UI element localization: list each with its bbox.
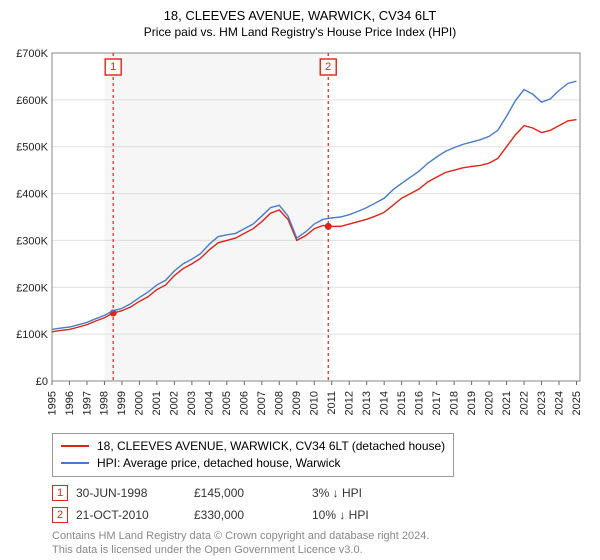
sale-row: 1 30-JUN-1998 £145,000 3% ↓ HPI: [52, 485, 590, 501]
svg-text:£700K: £700K: [16, 48, 48, 60]
legend-label-hpi: HPI: Average price, detached house, Warw…: [97, 455, 340, 472]
svg-text:2015: 2015: [396, 391, 408, 415]
svg-text:2016: 2016: [413, 391, 425, 415]
footer-line1: Contains HM Land Registry data © Crown c…: [52, 529, 590, 544]
legend-swatch-hpi: [61, 462, 89, 464]
legend-swatch-property: [61, 445, 89, 447]
svg-text:2002: 2002: [169, 391, 181, 415]
sale-marker-box: 2: [52, 507, 68, 523]
svg-text:1: 1: [110, 61, 116, 73]
legend-item-property: 18, CLEEVES AVENUE, WARWICK, CV34 6LT (d…: [61, 438, 445, 455]
svg-text:2003: 2003: [186, 391, 198, 415]
svg-text:£0: £0: [36, 376, 48, 388]
svg-text:2010: 2010: [309, 391, 321, 415]
svg-text:2024: 2024: [553, 391, 565, 415]
page-subtitle: Price paid vs. HM Land Registry's House …: [10, 25, 590, 39]
svg-text:2008: 2008: [274, 391, 286, 415]
svg-text:2017: 2017: [431, 391, 443, 415]
svg-text:£200K: £200K: [16, 282, 48, 294]
svg-text:2023: 2023: [536, 391, 548, 415]
price-chart: £0 £100K £200K £300K £400K £500K £600K £700K 199…: [10, 47, 590, 427]
page-title: 18, CLEEVES AVENUE, WARWICK, CV34 6LT: [10, 8, 590, 23]
sale-price: £145,000: [194, 486, 304, 500]
svg-text:1997: 1997: [81, 391, 93, 415]
chart-svg: £0 £100K £200K £300K £400K £500K £600K £700K 199…: [10, 47, 590, 427]
footer-line2: This data is licensed under the Open Gov…: [52, 543, 590, 558]
svg-text:1996: 1996: [64, 391, 76, 415]
svg-text:2019: 2019: [466, 391, 478, 415]
svg-text:2001: 2001: [151, 391, 163, 415]
sales-table: 1 30-JUN-1998 £145,000 3% ↓ HPI 2 21-OCT-2010…: [52, 485, 590, 523]
svg-text:2007: 2007: [256, 391, 268, 415]
svg-text:2012: 2012: [344, 391, 356, 415]
sale-price: £330,000: [194, 508, 304, 522]
legend: 18, CLEEVES AVENUE, WARWICK, CV34 6LT (d…: [52, 433, 590, 477]
svg-text:£100K: £100K: [16, 329, 48, 341]
svg-text:2: 2: [325, 61, 331, 73]
sale-date: 21-OCT-2010: [76, 508, 186, 522]
svg-text:2018: 2018: [448, 391, 460, 415]
legend-item-hpi: HPI: Average price, detached house, Warw…: [61, 455, 445, 472]
svg-text:2000: 2000: [134, 391, 146, 415]
svg-text:2005: 2005: [221, 391, 233, 415]
svg-text:£300K: £300K: [16, 235, 48, 247]
svg-text:£400K: £400K: [16, 189, 48, 201]
svg-text:2020: 2020: [483, 391, 495, 415]
svg-text:2006: 2006: [239, 391, 251, 415]
svg-text:£500K: £500K: [16, 142, 48, 154]
svg-text:2013: 2013: [361, 391, 373, 415]
legend-label-property: 18, CLEEVES AVENUE, WARWICK, CV34 6LT (d…: [97, 438, 445, 455]
svg-text:2011: 2011: [326, 391, 338, 415]
svg-text:2021: 2021: [501, 391, 513, 415]
svg-text:2014: 2014: [378, 391, 390, 415]
svg-text:1995: 1995: [46, 391, 58, 415]
svg-text:2022: 2022: [518, 391, 530, 415]
sale-pct: 3% ↓ HPI: [312, 486, 422, 500]
svg-text:1998: 1998: [99, 391, 111, 415]
sale-marker-box: 1: [52, 485, 68, 501]
sale-row: 2 21-OCT-2010 £330,000 10% ↓ HPI: [52, 507, 590, 523]
svg-text:2025: 2025: [571, 391, 583, 415]
sale-pct: 10% ↓ HPI: [312, 508, 422, 522]
sale-date: 30-JUN-1998: [76, 486, 186, 500]
svg-text:2009: 2009: [291, 391, 303, 415]
svg-text:1999: 1999: [116, 391, 128, 415]
svg-text:£600K: £600K: [16, 95, 48, 107]
svg-text:2004: 2004: [204, 391, 216, 415]
footer: Contains HM Land Registry data © Crown c…: [52, 529, 590, 559]
